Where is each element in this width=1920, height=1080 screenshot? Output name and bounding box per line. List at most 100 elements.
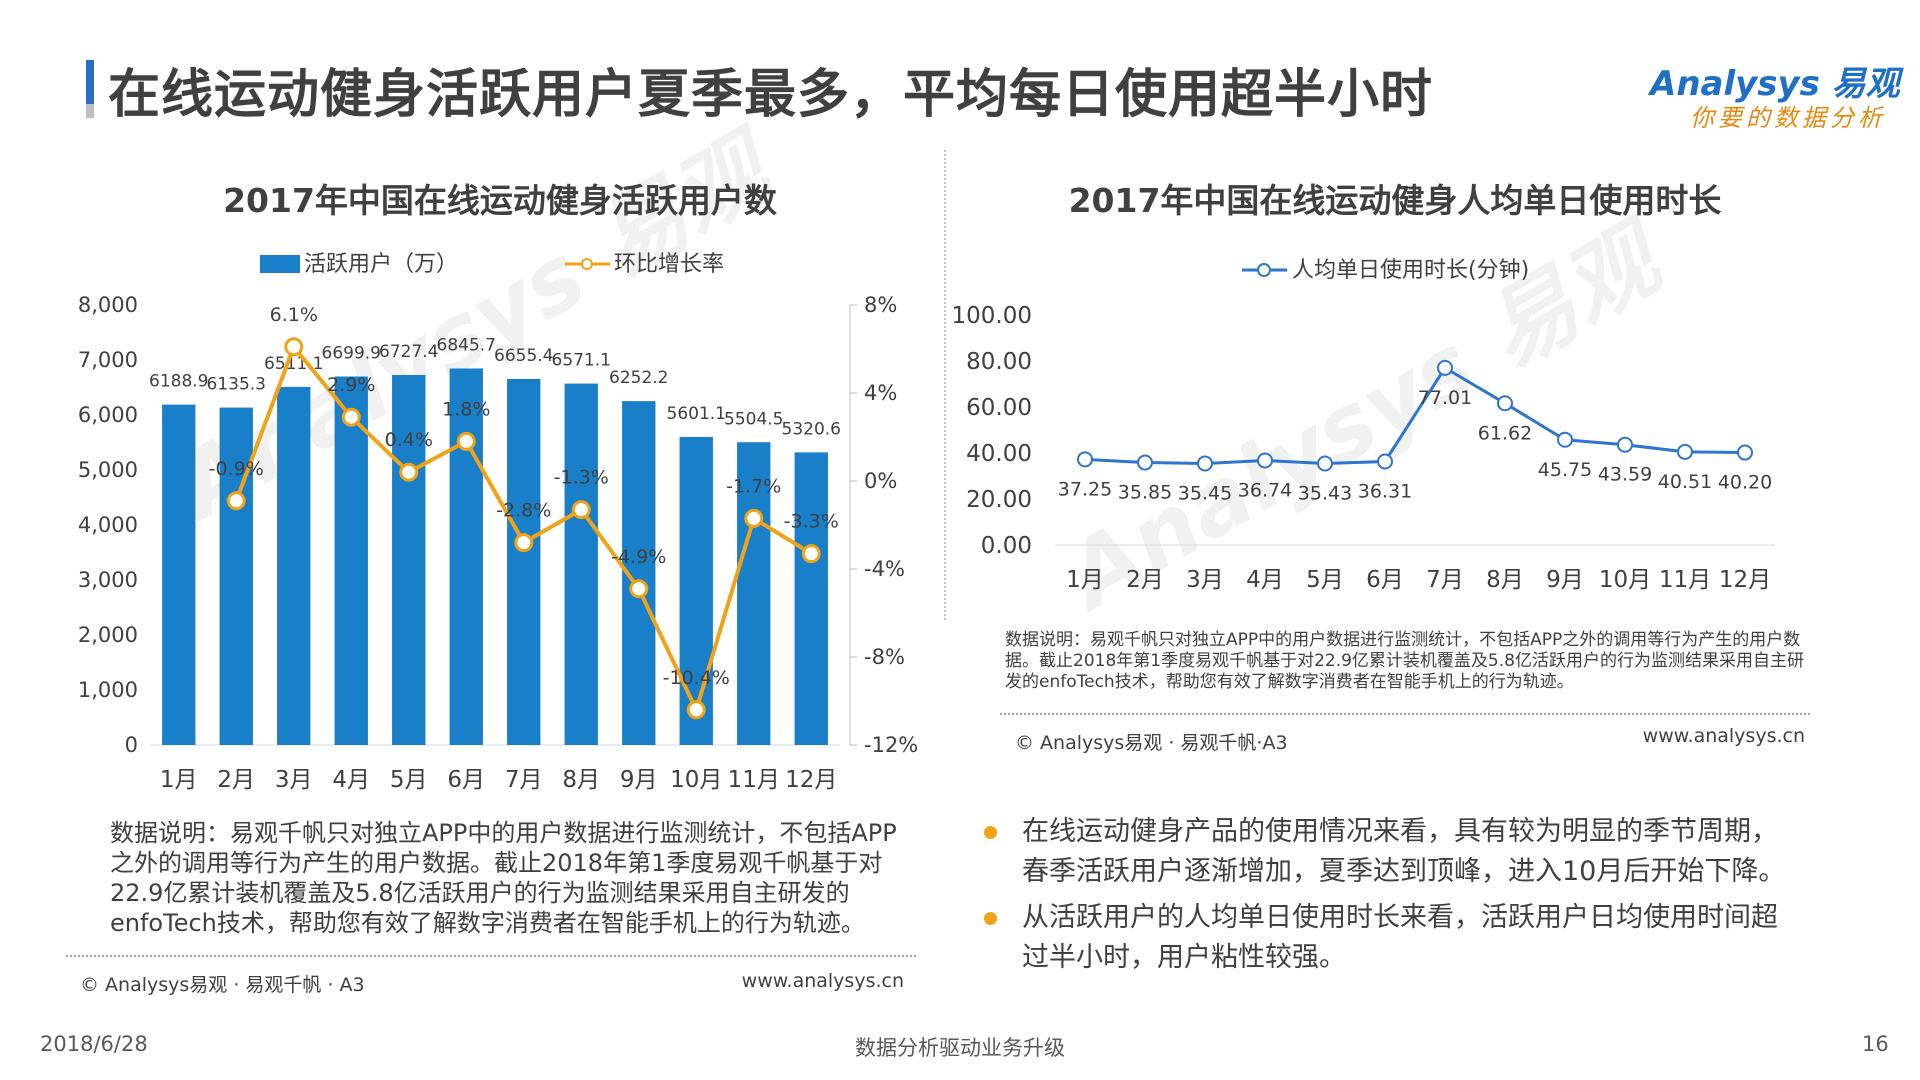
left-y-tick: 0 xyxy=(125,733,138,757)
legend-line-label: 环比增长率 xyxy=(614,252,724,277)
growth-rate-point xyxy=(686,700,706,720)
growth-rate-label: -3.3% xyxy=(784,511,839,533)
growth-rate-label: -1.7% xyxy=(726,475,781,497)
bar xyxy=(794,452,828,745)
usage-duration-point xyxy=(1677,443,1693,460)
footer-date: 2018/6/28 xyxy=(40,1032,148,1056)
x-tick-label: 3月 xyxy=(275,767,313,793)
right-chart-x-tick: 11月 xyxy=(1659,567,1711,593)
bar xyxy=(162,404,196,745)
page-number: 16 xyxy=(1862,1032,1889,1056)
right-website: www.analysys.cn xyxy=(1642,725,1805,747)
usage-duration-label: 40.51 xyxy=(1658,471,1712,493)
left-copyright: © Analysys易观 · 易观千帆 · A3 xyxy=(80,974,365,996)
right-dotted-divider xyxy=(1000,713,1810,715)
right-chart-x-tick: 6月 xyxy=(1366,567,1404,593)
right-chart-x-tick: 12月 xyxy=(1719,567,1771,593)
usage-duration-point xyxy=(1077,451,1093,468)
analysys-logo: Analysys 易观 xyxy=(1650,64,1900,104)
usage-duration-label: 35.43 xyxy=(1298,483,1352,505)
x-tick-label: 1月 xyxy=(160,767,198,793)
right-chart-y-tick: 80.00 xyxy=(966,349,1032,375)
bar xyxy=(277,386,311,745)
right-chart-title: 2017年中国在线运动健身人均单日使用时长 xyxy=(1069,181,1722,220)
bar xyxy=(334,376,368,745)
bullet-text: 在线运动健身产品的使用情况来看，具有较为明显的季节周期，春季活跃用户逐渐增加，夏… xyxy=(1022,816,1786,887)
bar-value-label: 6135.3 xyxy=(207,375,266,395)
bar-value-label: 6845.7 xyxy=(437,335,496,355)
x-tick-label: 2月 xyxy=(217,767,255,793)
bar xyxy=(449,368,483,745)
right-y-tick: 8% xyxy=(864,293,897,317)
x-tick-label: 5月 xyxy=(390,767,428,793)
usage-duration-label: 36.74 xyxy=(1238,479,1292,501)
x-tick-label: 8月 xyxy=(562,767,600,793)
title-accent-bar xyxy=(86,60,94,118)
left-y-tick: 1,000 xyxy=(78,678,138,702)
left-chart-title: 2017年中国在线运动健身活跃用户数 xyxy=(223,181,778,220)
right-chart-x-tick: 9月 xyxy=(1546,567,1584,593)
right-chart-x-tick: 2月 xyxy=(1126,567,1164,593)
usage-duration-point xyxy=(1377,453,1393,470)
bar-value-label: 6511.1 xyxy=(264,354,323,374)
bar xyxy=(564,383,598,745)
bar-value-label: 6188.9 xyxy=(149,372,208,392)
bar-value-label: 6571.1 xyxy=(552,351,611,371)
bar xyxy=(507,378,541,745)
usage-duration-point xyxy=(1497,395,1513,412)
usage-duration-label: 35.85 xyxy=(1118,482,1172,504)
left-data-note: 数据说明：易观千帆只对独立APP中的用户数据进行监测统计，不包括APP之外的调用… xyxy=(110,819,897,937)
growth-rate-label: -0.9% xyxy=(209,458,264,480)
right-chart-x-tick: 3月 xyxy=(1186,567,1224,593)
bar-value-label: 6252.2 xyxy=(609,368,668,388)
bar-value-label: 6727.4 xyxy=(379,342,438,362)
right-chart-y-tick: 20.00 xyxy=(966,487,1032,513)
bar xyxy=(392,374,426,745)
growth-rate-label: 1.8% xyxy=(442,398,490,420)
legend-bar-label: 活跃用户（万） xyxy=(304,252,458,277)
logo-slogan: 你要的数据分析 xyxy=(1690,104,1886,132)
left-y-tick: 8,000 xyxy=(78,293,138,317)
bar xyxy=(219,407,253,745)
insight-bullet: 在线运动健身产品的使用情况来看，具有较为明显的季节周期，春季活跃用户逐渐增加，夏… xyxy=(980,812,1800,892)
growth-rate-label: -1.3% xyxy=(554,467,609,489)
left-y-tick: 6,000 xyxy=(78,403,138,427)
right-y-tick: -8% xyxy=(864,645,905,669)
x-tick-label: 9月 xyxy=(620,767,658,793)
active-users-chart: 2017年中国在线运动健身活跃用户数 活跃用户（万） 环比增长率 8,000 7,… xyxy=(78,181,918,793)
usage-duration-point xyxy=(1257,452,1273,469)
usage-duration-label: 35.45 xyxy=(1178,482,1232,504)
bullet-dot-icon xyxy=(984,826,997,839)
growth-rate-label: -4.9% xyxy=(611,546,666,568)
growth-rate-point xyxy=(341,407,361,427)
right-legend-label: 人均单日使用时长(分钟) xyxy=(1292,258,1529,283)
insight-bullets: 在线运动健身产品的使用情况来看，具有较为明显的季节周期，春季活跃用户逐渐增加，夏… xyxy=(980,812,1800,984)
right-chart-x-tick: 10月 xyxy=(1599,567,1651,593)
x-tick-label: 6月 xyxy=(447,767,485,793)
x-tick-label: 10月 xyxy=(670,767,722,793)
right-chart-plot: 100.00 80.00 60.00 40.00 20.00 0.00 37.25 1月 35.… xyxy=(952,303,1775,593)
growth-rate-point xyxy=(226,491,246,511)
right-y-tick: 0% xyxy=(864,469,897,493)
x-tick-label: 11月 xyxy=(728,767,780,793)
insight-bullet: 从活跃用户的人均单日使用时长来看，活跃用户日均使用时间超过半小时，用户粘性较强。 xyxy=(980,898,1800,978)
bar-value-label: 5320.6 xyxy=(782,419,841,439)
legend-line-marker xyxy=(581,258,593,270)
bar-value-label: 5601.1 xyxy=(667,404,726,424)
left-y-tick: 3,000 xyxy=(78,568,138,592)
x-tick-label: 12月 xyxy=(785,767,837,793)
bar-value-label: 6655.4 xyxy=(494,346,553,366)
growth-rate-point xyxy=(744,508,764,528)
growth-rate-point xyxy=(284,337,304,357)
usage-duration-point xyxy=(1317,455,1333,472)
right-y-tick: 4% xyxy=(864,381,897,405)
usage-duration-label: 45.75 xyxy=(1538,459,1592,481)
x-tick-label: 7月 xyxy=(505,767,543,793)
right-chart-y-tick: 40.00 xyxy=(966,441,1032,467)
right-y-tick: -12% xyxy=(864,733,918,757)
usage-duration-chart: 2017年中国在线运动健身人均单日使用时长 人均单日使用时长(分钟) 100.0… xyxy=(952,181,1775,593)
left-y-tick: 7,000 xyxy=(78,348,138,372)
usage-duration-label: 43.59 xyxy=(1598,464,1652,486)
usage-duration-label: 36.31 xyxy=(1358,480,1412,502)
growth-rate-label: 6.1% xyxy=(270,304,318,326)
